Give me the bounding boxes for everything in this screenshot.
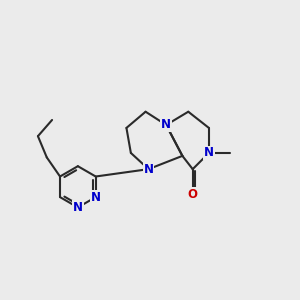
- Text: N: N: [204, 146, 214, 159]
- Text: N: N: [91, 190, 101, 204]
- Text: N: N: [73, 201, 83, 214]
- Text: O: O: [188, 188, 198, 201]
- Text: N: N: [161, 118, 171, 131]
- Text: N: N: [143, 163, 154, 176]
